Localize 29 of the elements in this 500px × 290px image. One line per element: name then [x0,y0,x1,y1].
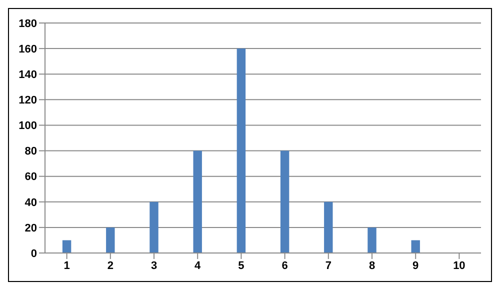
y-tick-label: 160 [18,43,37,56]
y-tick-label: 60 [24,171,37,184]
x-tick-label: 10 [453,260,466,272]
bar [193,150,202,253]
x-tick-label: 1 [64,260,70,272]
x-tick-label: 2 [107,260,114,272]
x-tick-label: 8 [368,260,376,272]
bar [280,150,290,253]
y-tick-label: 120 [18,94,37,107]
bar [106,227,115,253]
bar [411,240,420,253]
bar [62,240,72,253]
y-tick-label: 40 [24,196,37,209]
y-tick-label: 0 [30,248,37,260]
y-tick-label: 180 [18,18,37,30]
x-tick-label: 7 [325,260,332,272]
y-tick-label: 80 [24,146,37,158]
bar [150,202,158,253]
x-tick-label: 5 [238,260,244,272]
y-tick-label: 100 [18,120,37,132]
bar [324,202,333,253]
bar [368,227,376,253]
x-tick-label: 4 [194,260,202,272]
y-tick-label: 140 [18,69,37,82]
y-tick-label: 20 [24,222,37,234]
x-tick-label: 6 [282,260,288,272]
bar [236,48,246,253]
x-tick-label: 3 [150,260,158,272]
x-tick-label: 9 [412,260,419,272]
